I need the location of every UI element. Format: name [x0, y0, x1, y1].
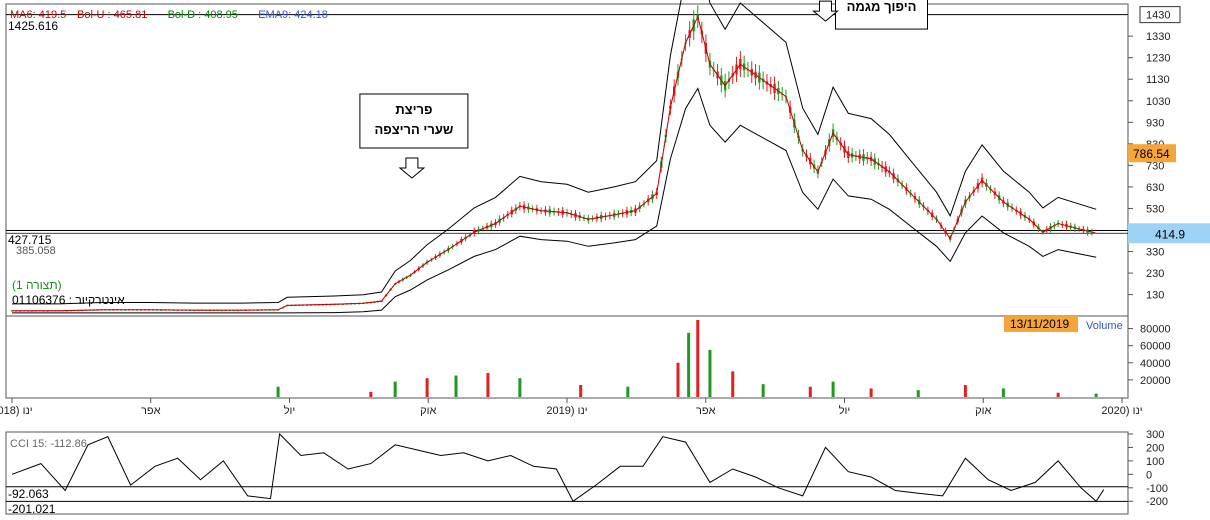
instrument-label: אינטרקיור : 01106376: [12, 293, 125, 307]
volume-bar: [518, 378, 522, 397]
price-tick-label: 1330: [1146, 31, 1170, 43]
price-top-label: 1430: [1146, 10, 1170, 22]
candle-body: [591, 218, 594, 220]
volume-bar: [696, 320, 700, 397]
x-tick-label: יול: [839, 404, 851, 417]
volume-bar: [676, 362, 680, 397]
date-label: 13/11/2019: [1010, 317, 1069, 331]
annotation-text: היפוך מגמה: [847, 0, 917, 14]
volume-tick-label: 40000: [1140, 358, 1171, 370]
cci-tick-label: 0: [1146, 469, 1152, 481]
price-tick-label: 730: [1146, 160, 1164, 172]
volume-title: Volume: [1086, 320, 1123, 332]
cursor-price-label: 786.54: [1133, 147, 1170, 161]
volume-bar: [454, 375, 458, 397]
candle-body: [854, 156, 858, 158]
x-tick-label: אוק: [975, 405, 991, 417]
price-tick-label: 530: [1146, 203, 1164, 215]
cci-series: [11, 432, 1105, 502]
volume-bar: [276, 386, 280, 397]
view-label: (תצורה 1): [12, 278, 62, 292]
volume-bar: [369, 391, 373, 397]
x-tick-label: אפר: [141, 405, 161, 417]
cci-tick-label: 200: [1146, 442, 1164, 454]
current-price-box: [1128, 223, 1210, 244]
down-arrow-icon: [812, 0, 839, 22]
volume-bar: [1001, 388, 1005, 397]
annotation-box: [359, 93, 469, 149]
candle-body: [256, 309, 260, 311]
annotation-text: פריצת: [395, 102, 432, 117]
x-tick-label: יול: [284, 404, 296, 417]
candle-body: [189, 310, 192, 312]
volume-bar: [1056, 392, 1060, 397]
volume-bar: [486, 373, 490, 397]
candle-body: [1077, 228, 1081, 230]
volume-bar: [869, 388, 873, 397]
volume-bar: [579, 385, 583, 397]
volume-bar: [916, 390, 920, 397]
annotation-text: שערי הריצפה: [374, 122, 453, 137]
x-tick-label: אוק: [420, 405, 436, 417]
volume-bar: [1094, 393, 1098, 397]
current-price-label: 414.9: [1155, 227, 1185, 241]
volume-bar: [393, 381, 397, 397]
cci-tick-label: 300: [1146, 429, 1164, 441]
indicator-label: MA6: 419.5: [10, 9, 66, 21]
price-tick-label: 130: [1146, 290, 1164, 302]
volume-bar: [731, 371, 735, 397]
cci-left-label: -201.021: [8, 502, 56, 516]
candle-body: [160, 309, 163, 311]
volume-bar: [425, 378, 429, 397]
annotation-box: [834, 0, 928, 30]
x-tick-label: ינו (2020: [1101, 405, 1142, 417]
price-top-box: [1139, 6, 1181, 24]
candle-body: [341, 304, 344, 305]
low-label-partial: 385.058: [16, 245, 56, 257]
candle-body: [531, 208, 534, 210]
bollinger-lower-series: [12, 87, 1097, 314]
candle-body: [539, 210, 543, 212]
volume-bar: [761, 384, 765, 397]
volume-bar: [626, 386, 630, 397]
bollinger-upper-series: [12, 0, 1097, 305]
low-label: 427.715: [8, 233, 52, 247]
price-tick-label: 1230: [1146, 53, 1170, 65]
cci-tick-label: -100: [1146, 483, 1168, 495]
x-tick-label: ינו (2018: [0, 405, 33, 417]
indicator-label: EMA9: 424.18: [258, 9, 328, 21]
cci-tick-label: 100: [1146, 456, 1164, 468]
volume-bar: [708, 349, 712, 397]
price-tick-label: 930: [1146, 117, 1164, 129]
cci-panel: [5, 431, 1129, 515]
high-label: 1425.616: [8, 19, 58, 33]
candle-body: [193, 310, 196, 312]
volume-bar: [831, 381, 835, 397]
candle-body: [220, 310, 224, 312]
indicator-label: Bol-D : 408.95: [168, 9, 238, 21]
date-label-box: [1004, 316, 1078, 332]
close-price-series: [12, 15, 1097, 312]
cursor-price-box: [1128, 144, 1176, 163]
volume-tick-label: 60000: [1140, 341, 1171, 353]
price-tick-label: 1030: [1146, 96, 1170, 108]
volume-tick-label: 80000: [1140, 324, 1171, 336]
price-tick-label: 330: [1146, 247, 1164, 259]
cci-left-label: -92.063: [8, 487, 49, 501]
volume-bar: [687, 332, 691, 397]
volume-bar: [808, 386, 812, 397]
cci-tick-label: -200: [1146, 496, 1168, 508]
indicator-label: Bol-U : 465.81: [77, 9, 147, 21]
price-tick-label: 630: [1146, 182, 1164, 194]
cci-title: CCI 15: -112.86: [10, 438, 87, 450]
price-tick-label: 230: [1146, 268, 1164, 280]
x-tick-label: אפר: [696, 405, 716, 417]
x-tick-label: ינו (2019: [546, 405, 587, 417]
down-arrow-icon: [398, 157, 426, 179]
volume-bar: [963, 385, 967, 397]
price-tick-label: 1130: [1146, 74, 1170, 86]
volume-tick-label: 20000: [1140, 375, 1171, 387]
